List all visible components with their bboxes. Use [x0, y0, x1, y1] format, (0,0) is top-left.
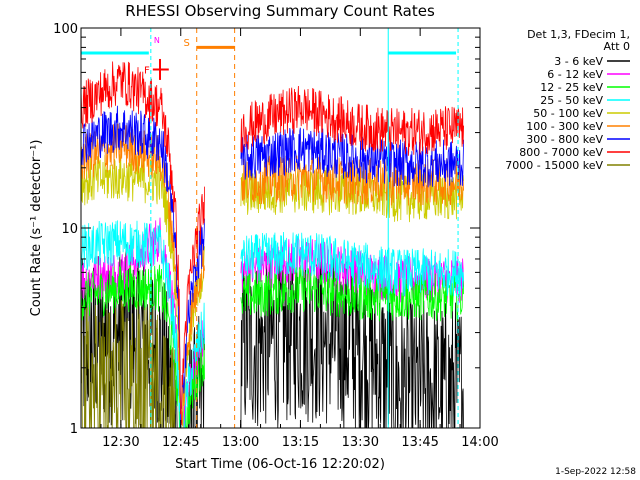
- legend-label: 3 - 6 keV: [554, 55, 603, 68]
- legend-header: Att 0: [604, 40, 630, 53]
- x-tick-label: 14:00: [461, 435, 498, 450]
- x-tick-label: 12:30: [102, 435, 139, 450]
- x-tick-label: 13:15: [282, 435, 319, 450]
- x-tick-label: 12:45: [162, 435, 199, 450]
- legend-label: 6 - 12 keV: [547, 68, 603, 81]
- series-line: [81, 220, 464, 428]
- flag-label: F: [144, 66, 150, 77]
- legend-label: 50 - 100 keV: [533, 107, 603, 120]
- timestamp: 1-Sep-2022 12:58: [555, 467, 636, 477]
- legend-header: Det 1,3, FDecim 1,: [527, 28, 630, 41]
- legend-label: 300 - 800 keV: [526, 133, 603, 146]
- flag-label: S: [184, 38, 190, 49]
- series-line: [81, 299, 176, 428]
- series-line: [81, 61, 464, 425]
- decor-layer: F S N: [81, 28, 459, 428]
- y-tick-label: 100: [53, 22, 78, 37]
- x-axis-label: Start Time (06-Oct-16 12:20:02): [175, 457, 385, 472]
- legend-label: 800 - 7000 keV: [519, 146, 603, 159]
- chart-title: RHESSI Observing Summary Count Rates: [125, 2, 435, 20]
- y-tick-label: 10: [61, 222, 78, 237]
- y-tick-label: 1: [70, 422, 78, 437]
- series-layer: [81, 61, 464, 428]
- legend-label: 12 - 25 keV: [540, 81, 603, 94]
- x-axis-ticks: 12:30 12:45 13:00 13:15 13:30 13:45 14:00: [80, 28, 499, 450]
- y-axis-label: Count Rate (s⁻¹ detector⁻¹): [29, 140, 44, 317]
- x-tick-label: 13:00: [222, 435, 259, 450]
- legend-label: 100 - 300 keV: [526, 120, 603, 133]
- flag-label: N: [154, 36, 160, 45]
- x-tick-label: 13:30: [342, 435, 379, 450]
- series-line: [81, 105, 464, 428]
- legend-label: 7000 - 15000 keV: [505, 159, 603, 172]
- x-tick-label: 13:45: [401, 435, 438, 450]
- y-axis-ticks: 1 10 100: [53, 22, 480, 437]
- legend-label: 25 - 50 keV: [540, 94, 603, 107]
